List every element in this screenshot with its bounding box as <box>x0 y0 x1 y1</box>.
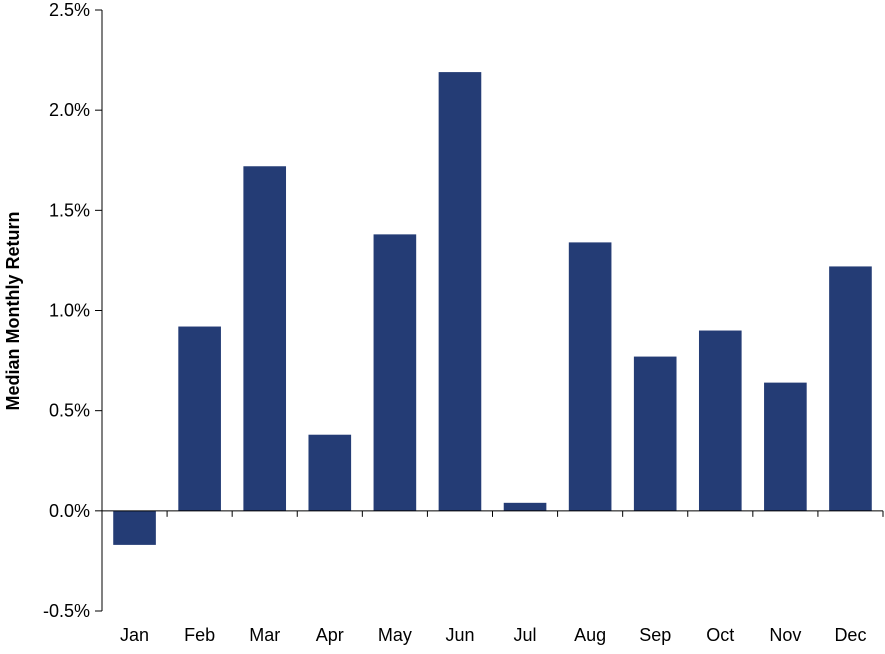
x-tick-label-apr: Apr <box>316 625 344 645</box>
x-tick-label-jun: Jun <box>445 625 474 645</box>
axes-group <box>95 9 884 612</box>
y-tick-label: -0.5% <box>43 601 90 621</box>
bar-apr <box>308 434 352 511</box>
bar-dec <box>829 266 872 511</box>
bar-jul <box>503 502 547 511</box>
bar-mar <box>243 166 287 511</box>
x-tick-label-nov: Nov <box>769 625 801 645</box>
x-tick-label-jul: Jul <box>514 625 537 645</box>
bar-jan <box>113 510 156 545</box>
bar-sep <box>633 356 677 511</box>
y-tick-label: 1.5% <box>49 200 90 220</box>
bar-may <box>373 234 417 511</box>
bar-feb <box>178 326 221 511</box>
x-tick-label-sep: Sep <box>639 625 671 645</box>
y-tick-labels: -0.5% 0.0% 0.5% 1.0% 1.5% 2.0% 2.5% <box>43 0 90 621</box>
y-axis-label: Median Monthly Return <box>3 212 23 411</box>
y-tick-label: 1.0% <box>49 301 90 321</box>
x-tick-label-mar: Mar <box>249 625 280 645</box>
x-tick-labels: Jan Feb Mar Apr May Jun Jul Aug Sep Oct Nov Dec <box>120 625 866 645</box>
x-tick-label-aug: Aug <box>574 625 606 645</box>
bar-oct <box>698 330 742 511</box>
x-tick-label-oct: Oct <box>706 625 734 645</box>
bar-nov <box>764 382 807 511</box>
bar-jun <box>438 72 482 511</box>
y-tick-label: 0.0% <box>49 501 90 521</box>
y-tick-label: 2.5% <box>49 0 90 20</box>
x-tick-label-jan: Jan <box>120 625 149 645</box>
bar-aug <box>568 242 612 511</box>
y-tick-label: 2.0% <box>49 100 90 120</box>
x-tick-label-may: May <box>378 625 412 645</box>
x-tick-label-feb: Feb <box>184 625 215 645</box>
bars-group <box>113 72 872 545</box>
x-tick-label-dec: Dec <box>834 625 866 645</box>
y-tick-label: 0.5% <box>49 401 90 421</box>
